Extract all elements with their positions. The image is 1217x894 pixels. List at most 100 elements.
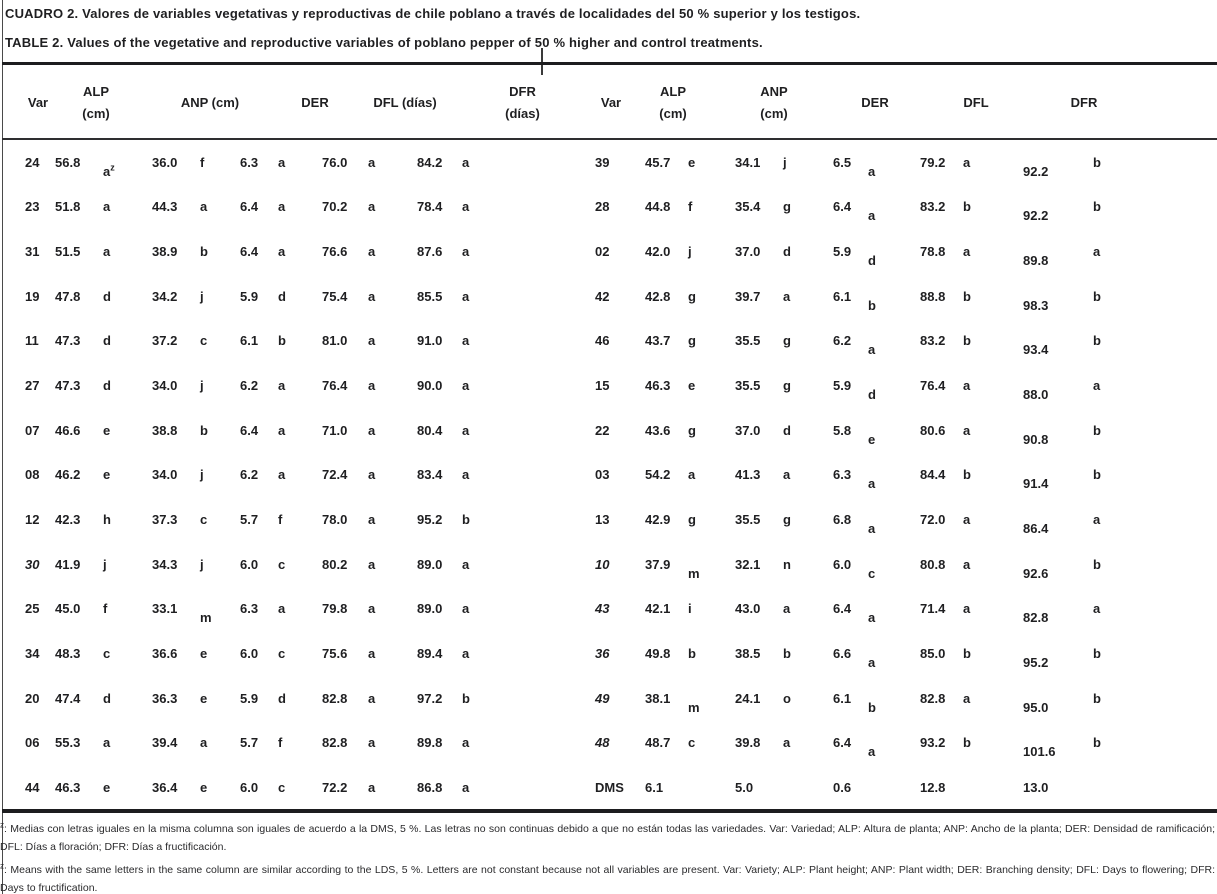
cell-der: 6.4 bbox=[833, 601, 852, 617]
cell-dfl-letter: a bbox=[368, 333, 376, 349]
cell-dfr: 82.8 bbox=[1023, 610, 1049, 626]
cell-dfr-letter: a bbox=[462, 199, 470, 215]
cell-alp: 38.1 bbox=[645, 690, 671, 706]
cell-dfr-letter: b bbox=[1093, 154, 1101, 170]
cell-alp-letter: e bbox=[688, 154, 696, 170]
cell-dfr: 91.4 bbox=[1023, 476, 1049, 492]
cell-anp-letter: m bbox=[200, 610, 212, 626]
cell-alp-letter: a bbox=[688, 467, 696, 483]
cell-dfl: 85.0 bbox=[920, 646, 946, 662]
cell-var: 42 bbox=[595, 288, 610, 304]
cell-dfl-letter: a bbox=[368, 556, 376, 572]
cell-var: DMS bbox=[595, 780, 624, 796]
cell-der-letter: b bbox=[868, 699, 876, 715]
cell-dfl-letter: a bbox=[368, 780, 376, 796]
cell-anp-letter: g bbox=[783, 199, 791, 215]
cell-alp-letter: c bbox=[103, 646, 111, 662]
cell-alp-letter: az bbox=[103, 162, 115, 179]
cell-der: 5.9 bbox=[833, 378, 852, 394]
cell-var: 07 bbox=[25, 422, 40, 438]
cell-dfr: 93.4 bbox=[1023, 342, 1049, 358]
cell-der-letter: c bbox=[278, 646, 286, 662]
cell-der: 5.9 bbox=[240, 288, 259, 304]
cell-alp: 46.3 bbox=[645, 378, 671, 394]
cell-dfl: 80.6 bbox=[920, 422, 946, 438]
cell-dfr-letter: a bbox=[462, 333, 470, 349]
cell-alp-letter: h bbox=[103, 512, 111, 528]
cell-dfr-letter: b bbox=[1093, 735, 1101, 751]
cell-der: 6.0 bbox=[240, 780, 259, 796]
cell-var: 28 bbox=[595, 199, 610, 215]
cell-anp-letter: b bbox=[783, 646, 791, 662]
cell-anp-letter: a bbox=[783, 467, 791, 483]
cell-var: 44 bbox=[25, 780, 40, 796]
cell-der-letter: b bbox=[278, 333, 286, 349]
cell-dfr-letter: a bbox=[462, 422, 470, 438]
cell-anp-letter: b bbox=[200, 244, 208, 260]
cell-dfr: 83.4 bbox=[417, 467, 443, 483]
cell-dfr-letter: b bbox=[1093, 646, 1101, 662]
cell-dfl: 83.2 bbox=[920, 333, 946, 349]
cell-dfl: 71.4 bbox=[920, 601, 946, 617]
cell-var: 30 bbox=[25, 556, 40, 572]
cell-var: 39 bbox=[595, 154, 610, 170]
table-bottom-rule bbox=[2, 809, 1217, 813]
cell-anp-letter: j bbox=[200, 556, 204, 572]
cell-dfl: 75.6 bbox=[322, 646, 348, 662]
cell-alp-letter: m bbox=[688, 565, 700, 581]
cell-alp-letter: e bbox=[103, 422, 111, 438]
cell-dfl-letter: a bbox=[963, 556, 971, 572]
cell-anp-letter: n bbox=[783, 556, 791, 572]
cell-anp: 37.3 bbox=[152, 512, 178, 528]
cell-alp: 43.6 bbox=[645, 422, 671, 438]
footnote-spanish: z: Medias con letras iguales en la misma… bbox=[0, 820, 1215, 854]
cell-alp-letter: j bbox=[103, 556, 107, 572]
cell-var: 10 bbox=[595, 556, 610, 572]
cell-dfr: 90.0 bbox=[417, 378, 443, 394]
cell-dfr: 89.8 bbox=[417, 735, 443, 751]
cell-dfr-letter: a bbox=[462, 288, 470, 304]
cell-dfr: 86.4 bbox=[1023, 521, 1049, 537]
cell-dfr-letter: b bbox=[1093, 556, 1101, 572]
footnote-english: z: Means with the same letters in the sa… bbox=[0, 861, 1215, 894]
cell-alp: 6.1 bbox=[645, 780, 664, 796]
cell-dfr-letter: a bbox=[462, 780, 470, 796]
cell-dfr: 95.2 bbox=[1023, 655, 1049, 671]
cell-anp: 35.5 bbox=[735, 378, 761, 394]
cell-dfr: 78.4 bbox=[417, 199, 443, 215]
cell-anp: 38.9 bbox=[152, 244, 178, 260]
cell-dfr-letter: a bbox=[462, 556, 470, 572]
cell-dfr-letter: a bbox=[462, 601, 470, 617]
cell-der-letter: a bbox=[278, 601, 286, 617]
cell-der: 6.2 bbox=[833, 333, 852, 349]
cell-var: 02 bbox=[595, 244, 610, 260]
cell-alp-letter: f bbox=[103, 601, 108, 617]
cell-anp: 37.0 bbox=[735, 244, 761, 260]
cell-anp-letter: a bbox=[200, 199, 208, 215]
cell-anp: 34.0 bbox=[152, 467, 178, 483]
header-anp-right: ANP (cm) bbox=[760, 83, 788, 121]
cell-anp-letter: e bbox=[200, 646, 208, 662]
cell-dfl: 80.2 bbox=[322, 556, 348, 572]
cell-der: 6.4 bbox=[240, 244, 259, 260]
cell-anp-letter: a bbox=[783, 735, 791, 751]
cell-alp: 42.0 bbox=[645, 244, 671, 260]
cell-anp: 39.4 bbox=[152, 735, 178, 751]
cell-alp: 48.3 bbox=[55, 646, 81, 662]
cell-dfl-letter: a bbox=[963, 244, 971, 260]
cell-der-letter: d bbox=[278, 288, 286, 304]
cell-anp: 34.2 bbox=[152, 288, 178, 304]
cell-der-letter: a bbox=[278, 467, 286, 483]
cell-der-letter: a bbox=[868, 342, 876, 358]
cell-anp: 36.4 bbox=[152, 780, 178, 796]
cell-dfl: 72.0 bbox=[920, 512, 946, 528]
cell-der: 5.8 bbox=[833, 422, 852, 438]
cell-dfl: 76.4 bbox=[920, 378, 946, 394]
cell-der-letter: d bbox=[868, 387, 876, 403]
cell-alp: 46.3 bbox=[55, 780, 81, 796]
table-top-rule bbox=[2, 62, 1217, 65]
table-footnotes: z: Medias con letras iguales en la misma… bbox=[0, 820, 1215, 894]
cell-anp: 32.1 bbox=[735, 556, 761, 572]
cell-anp-letter: g bbox=[783, 512, 791, 528]
cell-dfr-letter: a bbox=[462, 467, 470, 483]
